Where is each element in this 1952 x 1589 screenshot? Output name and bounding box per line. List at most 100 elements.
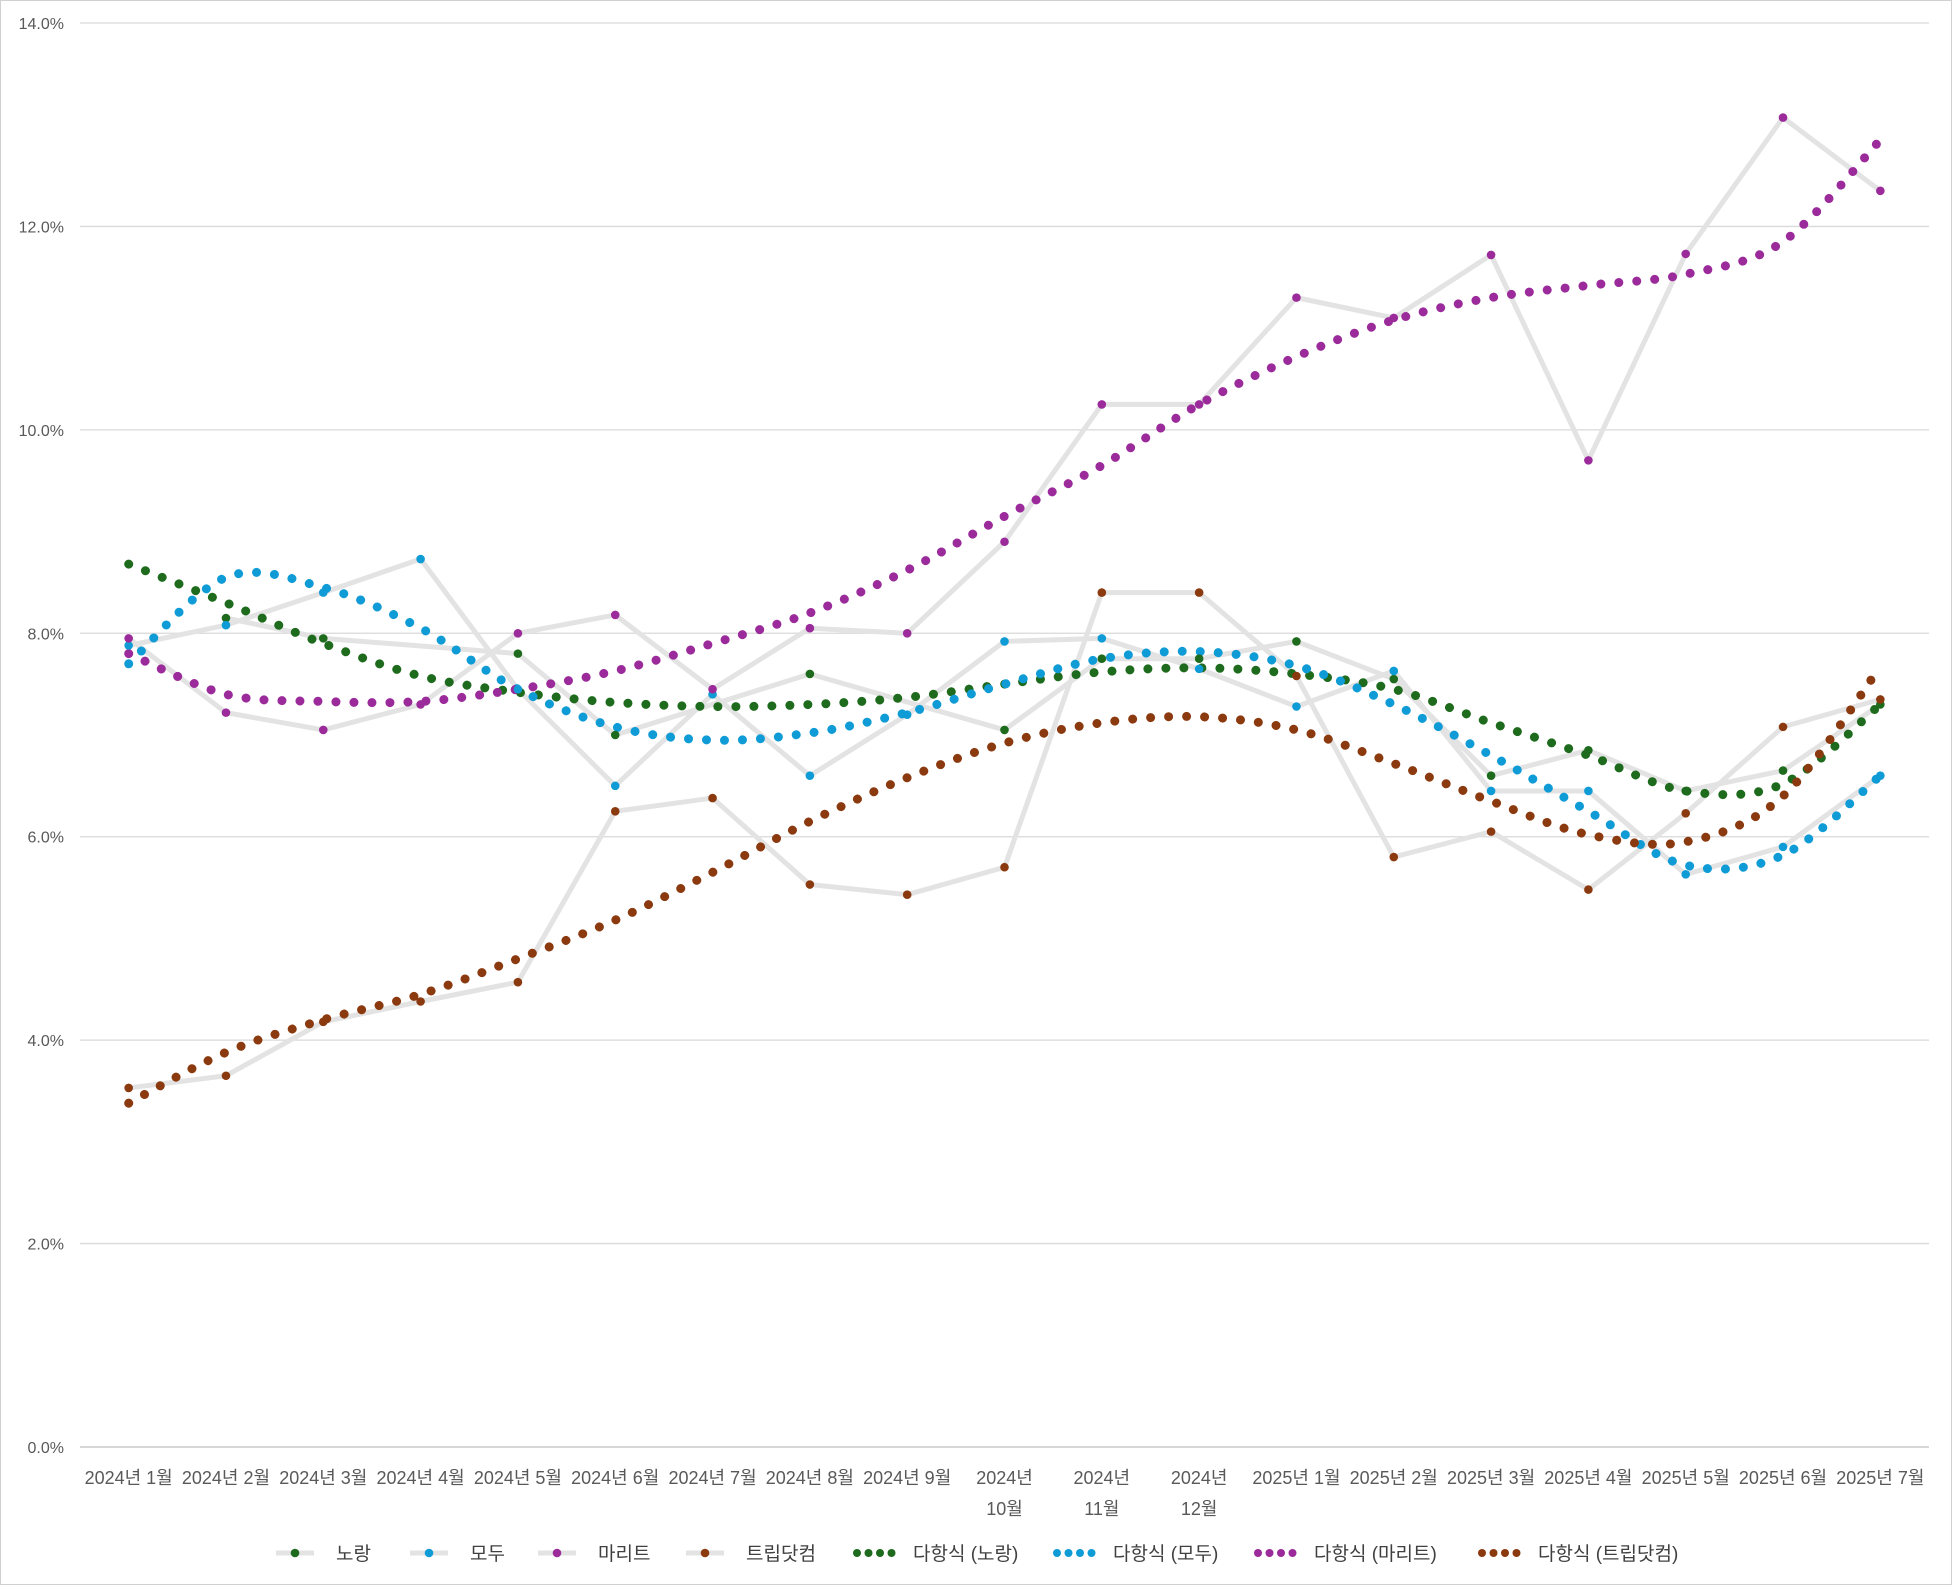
series-markers xyxy=(124,113,1885,1093)
data-point xyxy=(318,588,328,597)
x-tick-label: 2025년 4월 xyxy=(1544,1468,1632,1488)
legend-item: 다항식 (마리트) xyxy=(1254,1543,1437,1565)
data-point xyxy=(1681,249,1691,259)
y-tick-label: 2.0% xyxy=(28,1237,64,1254)
legend-dot xyxy=(1288,1549,1297,1557)
data-point xyxy=(416,554,425,564)
data-point xyxy=(1778,722,1788,732)
data-point xyxy=(1194,400,1204,409)
legend-dot xyxy=(1501,1549,1509,1557)
data-point xyxy=(1584,745,1593,755)
data-point xyxy=(1097,588,1107,597)
gridlines xyxy=(80,22,1929,1448)
trendline-2 xyxy=(124,135,1885,708)
data-point xyxy=(318,634,328,643)
data-point xyxy=(318,1017,328,1027)
data-point xyxy=(513,628,523,638)
x-tick-label: 2024년 7월 xyxy=(668,1468,756,1488)
data-point xyxy=(902,710,912,719)
x-tick-label: 2024년 xyxy=(976,1468,1033,1488)
legend-label: 다항식 (노랑) xyxy=(913,1543,1018,1565)
legend: 노랑 모두 마리트 트립닷컴 다항식 (노랑) 다항식 (모두) 다항식 (마리트) 다항식 … xyxy=(276,1543,1678,1565)
data-point xyxy=(221,613,231,623)
data-point xyxy=(1292,293,1301,302)
x-tick-label: 2024년 1월 xyxy=(85,1468,173,1488)
legend-dot xyxy=(876,1549,884,1557)
data-point xyxy=(1876,771,1885,780)
trendline-1 xyxy=(124,567,1885,874)
y-axis-ticks: 0.0% 2.0% 4.0% 6.0% 8.0% 10.0% 12.0% 14.0% xyxy=(19,16,64,1457)
y-tick-label: 10.0% xyxy=(19,423,64,440)
legend-item: 다항식 (모두) xyxy=(1053,1543,1218,1565)
data-point xyxy=(610,730,620,740)
x-tick-label: 2024년 xyxy=(1171,1468,1228,1488)
x-tick-label: 2024년 xyxy=(1074,1468,1131,1488)
data-point xyxy=(805,623,815,633)
legend-dot xyxy=(1489,1549,1498,1557)
y-tick-label: 8.0% xyxy=(28,626,64,643)
legend-dot xyxy=(1087,1549,1096,1557)
x-axis-ticks: 2024년 1월 2024년 2월 2024년 3월 2024년 4월 2024년 5월… xyxy=(85,1468,1925,1519)
data-point xyxy=(513,977,523,987)
y-tick-label: 14.0% xyxy=(19,16,64,33)
x-tick-label: 12월 xyxy=(1181,1499,1218,1519)
legend-dot xyxy=(1277,1549,1285,1557)
data-point xyxy=(318,725,328,735)
x-tick-label: 2025년 2월 xyxy=(1350,1468,1438,1488)
data-point xyxy=(1000,862,1009,872)
data-point xyxy=(416,997,425,1006)
data-point xyxy=(1486,786,1496,796)
series-line-0 xyxy=(225,615,1882,794)
data-point xyxy=(513,684,523,694)
legend-dot xyxy=(1254,1549,1262,1557)
data-point xyxy=(1000,637,1009,646)
data-point xyxy=(902,890,912,899)
data-point xyxy=(902,628,912,638)
x-tick-label: 2024년 9월 xyxy=(863,1468,951,1488)
data-point xyxy=(1681,786,1691,796)
data-point xyxy=(1681,809,1691,818)
legend-dot xyxy=(1265,1549,1274,1557)
data-point xyxy=(221,620,231,630)
legend-label: 모두 xyxy=(470,1544,505,1565)
trendlines xyxy=(124,135,1885,1108)
legend-label: 다항식 (트립닷컴) xyxy=(1538,1543,1678,1565)
legend-marker xyxy=(290,1548,300,1558)
data-point xyxy=(805,669,815,679)
data-point xyxy=(1292,637,1301,646)
data-point xyxy=(1097,654,1107,664)
data-point xyxy=(1584,456,1593,465)
x-tick-label: 2025년 1월 xyxy=(1252,1468,1340,1488)
series-lines xyxy=(127,115,1882,1091)
data-point xyxy=(1486,827,1496,836)
data-point xyxy=(1778,842,1788,852)
x-tick-label: 2025년 5월 xyxy=(1642,1468,1730,1488)
data-point xyxy=(1681,870,1691,879)
data-point xyxy=(1000,537,1009,547)
data-point xyxy=(221,708,231,717)
data-point xyxy=(1778,766,1788,775)
legend-dot xyxy=(1064,1549,1073,1557)
data-point xyxy=(1486,771,1496,780)
x-tick-label: 2024년 3월 xyxy=(279,1468,367,1488)
legend-item: 모두 xyxy=(410,1544,505,1565)
legend-item: 마리트 xyxy=(538,1543,650,1565)
x-tick-label: 2025년 3월 xyxy=(1447,1468,1535,1488)
x-tick-label: 2024년 6월 xyxy=(571,1468,659,1488)
legend-item: 노랑 xyxy=(276,1543,371,1565)
data-point xyxy=(1292,702,1301,711)
data-point xyxy=(1778,113,1788,122)
data-point xyxy=(708,793,717,803)
data-point xyxy=(124,641,133,650)
legend-label: 다항식 (마리트) xyxy=(1314,1543,1437,1565)
x-tick-label: 10월 xyxy=(986,1499,1023,1519)
legend-dot xyxy=(864,1549,873,1557)
x-tick-label: 2025년 7월 xyxy=(1836,1468,1924,1488)
legend-dot xyxy=(1076,1549,1084,1557)
legend-label: 노랑 xyxy=(336,1543,371,1565)
data-point xyxy=(124,1083,133,1093)
data-point xyxy=(1876,186,1885,196)
y-tick-label: 6.0% xyxy=(28,830,64,847)
